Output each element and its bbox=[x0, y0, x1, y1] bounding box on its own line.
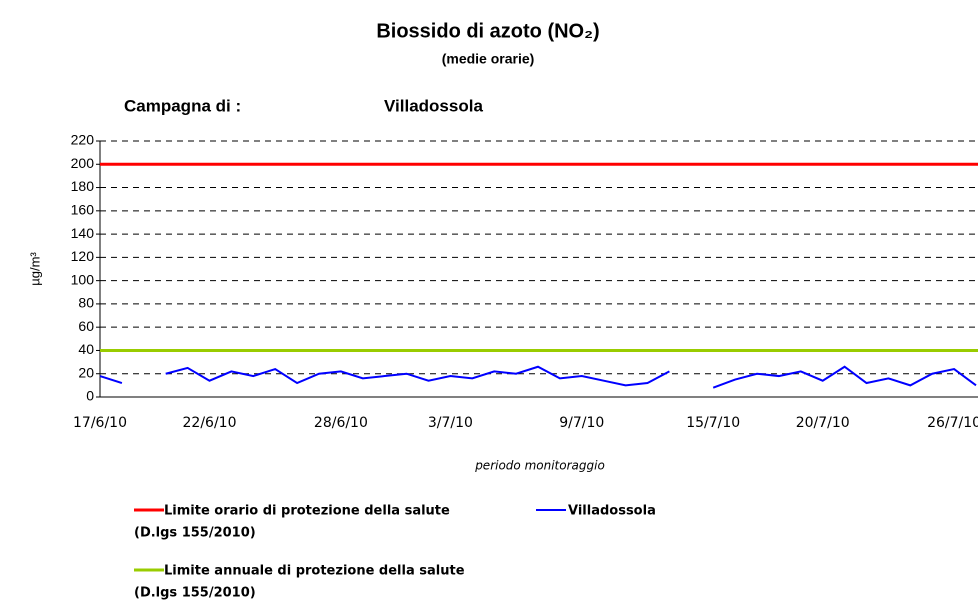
x-tick-label: 22/6/10 bbox=[183, 415, 237, 431]
y-tick-label: 100 bbox=[71, 271, 95, 287]
y-tick-label: 160 bbox=[71, 202, 95, 218]
y-axis-label: µg/m³ bbox=[27, 252, 42, 286]
y-tick-label: 140 bbox=[71, 225, 95, 241]
chart-subtitle: (medie orarie) bbox=[442, 51, 535, 67]
y-tick-label: 60 bbox=[78, 318, 94, 334]
y-tick-label: 20 bbox=[78, 364, 94, 380]
x-tick-label: 3/7/10 bbox=[428, 415, 473, 431]
x-tick-label: 9/7/10 bbox=[559, 415, 604, 431]
data-line bbox=[99, 375, 123, 384]
legend-label: Limite annuale di protezione della salut… bbox=[164, 564, 465, 579]
y-tick-label: 220 bbox=[71, 132, 95, 148]
y-tick-label: 120 bbox=[71, 248, 95, 264]
chart-title: Biossido di azoto (NO₂) bbox=[376, 20, 599, 42]
y-tick-label: 40 bbox=[78, 341, 94, 357]
x-tick-label: 15/7/10 bbox=[686, 415, 740, 431]
legend-note: (D.lgs 155/2010) bbox=[134, 586, 256, 601]
campaign-site: Villadossola bbox=[384, 96, 483, 115]
legend-label: Villadossola bbox=[568, 504, 656, 519]
y-tick-label: 200 bbox=[71, 155, 95, 171]
y-tick-label: 180 bbox=[71, 178, 95, 194]
legend-note: (D.lgs 155/2010) bbox=[134, 526, 256, 541]
data-line bbox=[712, 365, 977, 389]
legend-label: Limite orario di protezione della salute bbox=[164, 504, 450, 519]
data-line bbox=[165, 365, 670, 387]
x-tick-label: 17/6/10 bbox=[73, 415, 127, 431]
y-tick-label: 80 bbox=[78, 295, 94, 311]
x-tick-label: 28/6/10 bbox=[314, 415, 368, 431]
y-tick-label: 0 bbox=[86, 388, 94, 404]
campaign-label: Campagna di : bbox=[124, 96, 241, 115]
x-axis-label: periodo monitoraggio bbox=[474, 459, 605, 473]
x-tick-label: 20/7/10 bbox=[796, 415, 850, 431]
x-tick-label: 26/7/10 bbox=[927, 415, 978, 431]
